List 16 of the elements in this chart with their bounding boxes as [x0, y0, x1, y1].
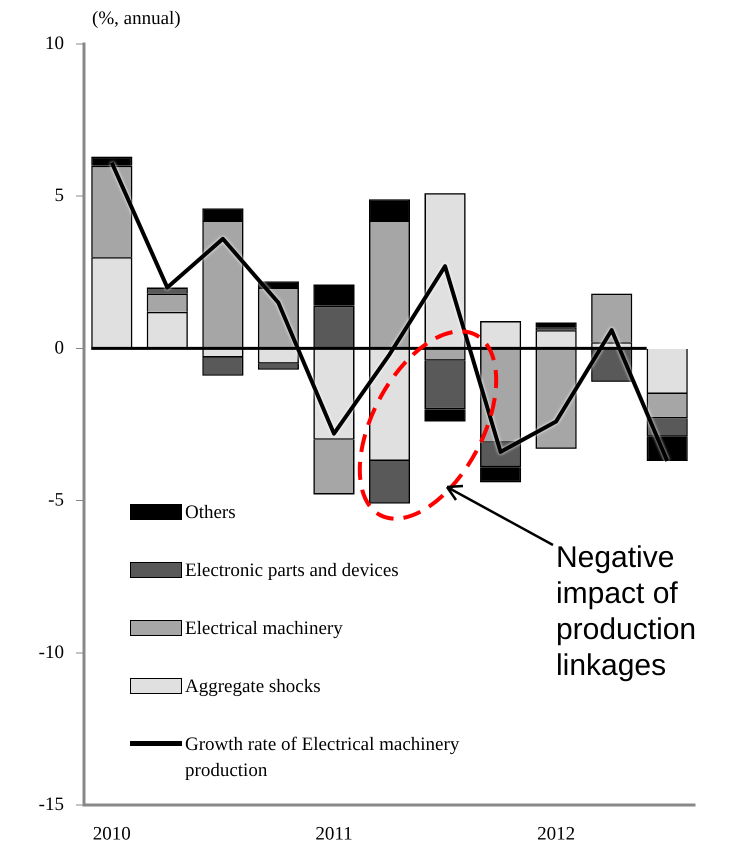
x-tick-label: 2012	[537, 823, 576, 844]
x-tick-label: 2010	[92, 823, 131, 844]
legend-label: Growth rate of Electrical machinery production	[185, 733, 460, 783]
annotation: Negative impact of production linkages	[556, 540, 698, 684]
legend-label: Aggregate shocks	[185, 675, 322, 699]
y-tick-label: -5	[48, 490, 64, 511]
legend-label: Electrical machinery	[185, 617, 344, 641]
legend-label: Electronic parts and devices	[185, 559, 400, 583]
y-tick-label: 10	[45, 32, 64, 54]
x-tick-label: 2011	[315, 823, 353, 844]
y-tick-label: 0	[54, 337, 64, 358]
y-tick-label: -10	[38, 642, 64, 663]
y-tick-label: -15	[38, 794, 64, 815]
y-axis-title: (%, annual)	[92, 8, 181, 30]
y-tick-label: 5	[54, 185, 64, 206]
legend-label: Others	[185, 501, 237, 525]
